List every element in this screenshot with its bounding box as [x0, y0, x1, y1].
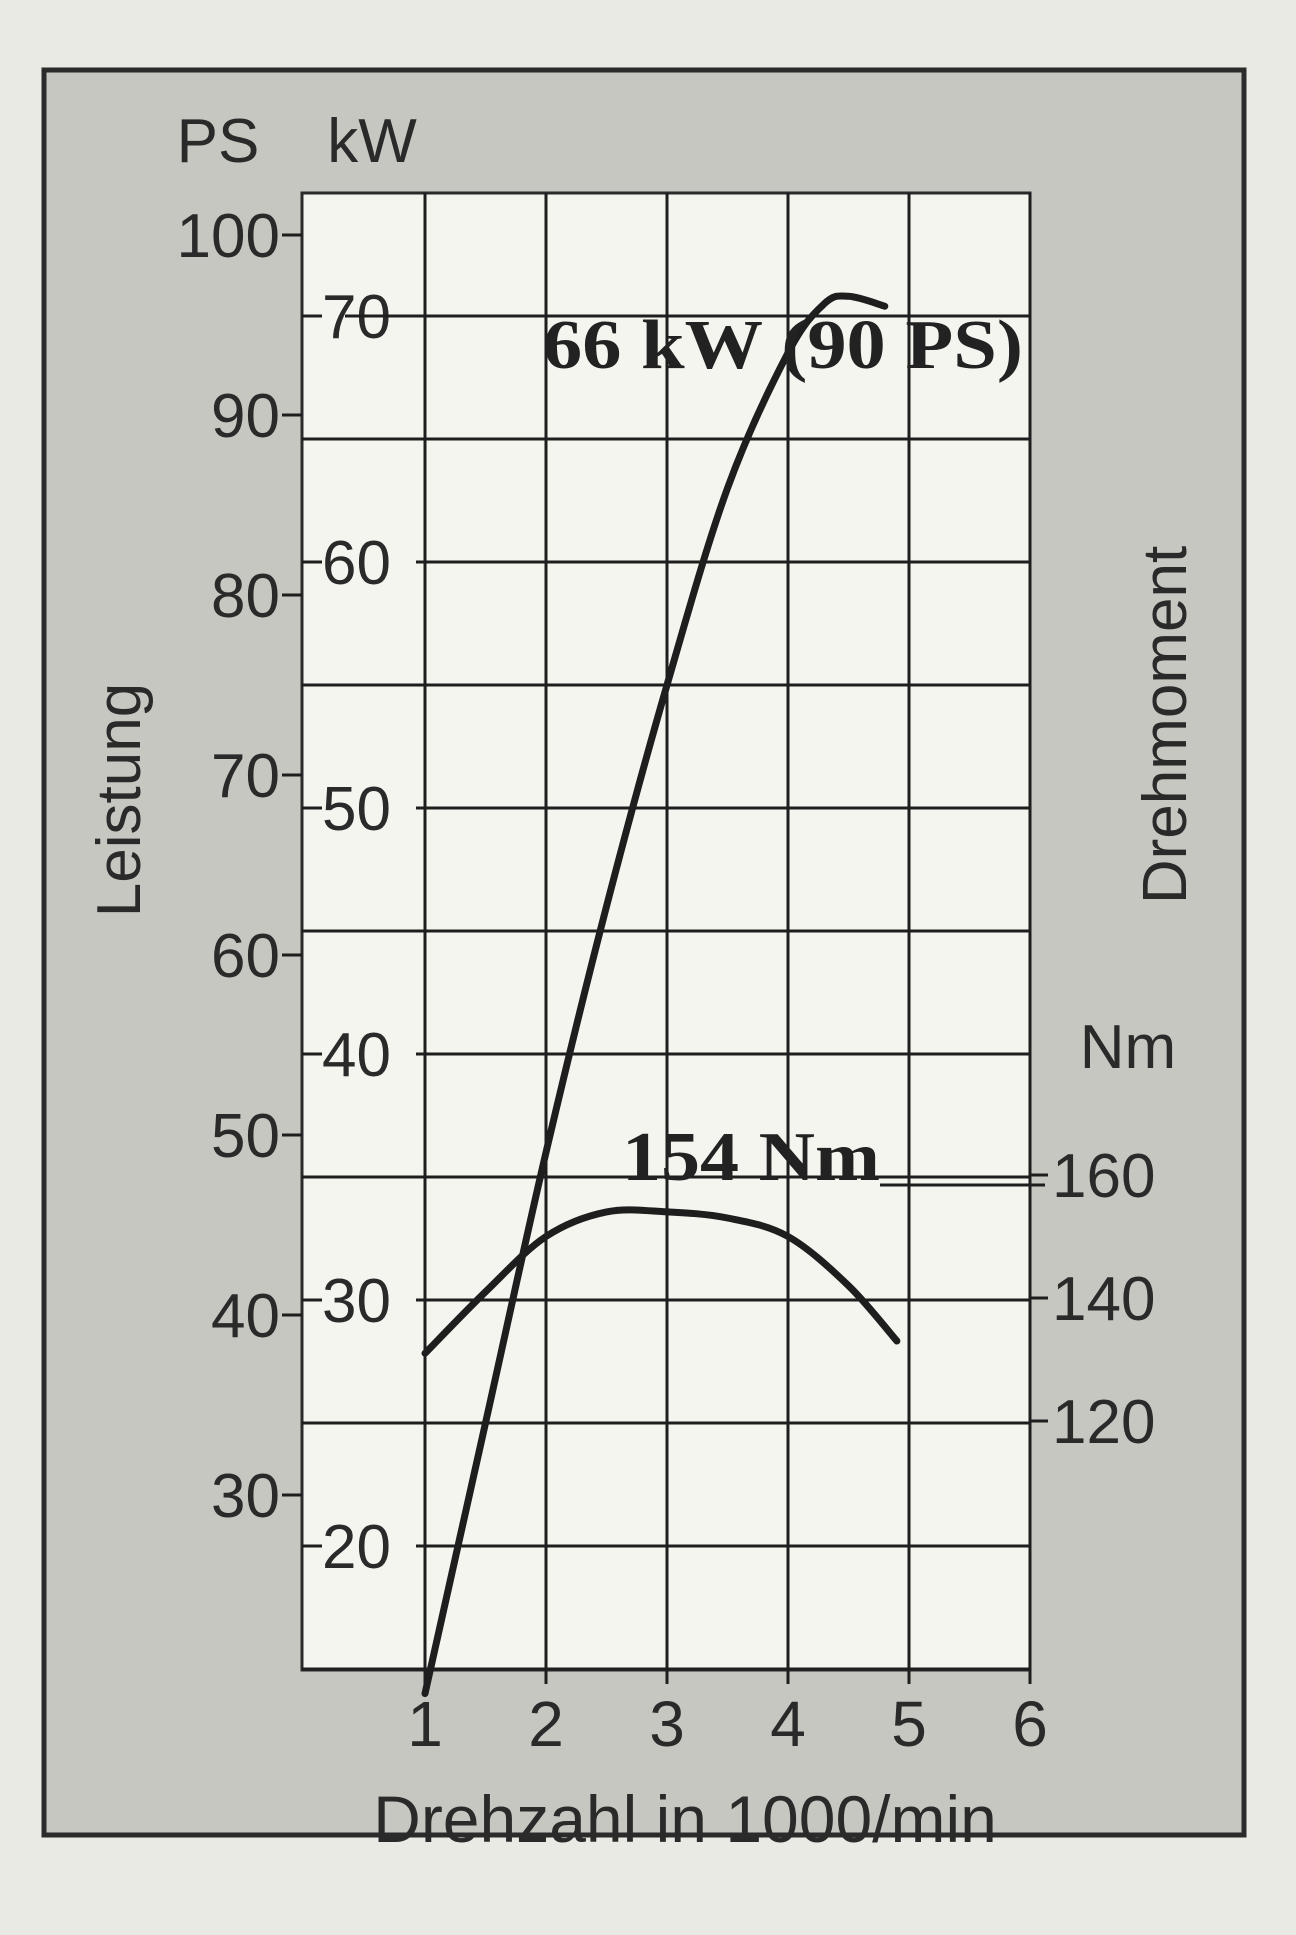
- kw-tick-bg: [318, 780, 416, 836]
- ps-tick-label: 40: [211, 1282, 280, 1351]
- ps-tick-label: 90: [211, 382, 280, 451]
- curves: [421, 292, 901, 1698]
- labels: PS kW Nm Leistung Drehmoment Drehzahl in 1000…: [85, 107, 1200, 1856]
- axis-ticks: 1 2 3 4 5 61009080706050403070605040302016014…: [177, 202, 1156, 1760]
- grid: [302, 193, 1032, 1671]
- kw-tick-bg: [318, 1026, 416, 1082]
- kw-tick-bg: [318, 1272, 416, 1328]
- power-curve: [421, 292, 889, 1698]
- x-tick-label: 2: [528, 1688, 564, 1760]
- right-axis-title: Drehmoment: [1131, 546, 1200, 904]
- kw-tick-bg: [318, 1518, 416, 1574]
- peak-torque-annotation: 154 Nm: [622, 1119, 880, 1196]
- ps-tick-label: 70: [211, 742, 280, 811]
- x-tick-label: 3: [649, 1688, 685, 1760]
- nm-tick-label: 120: [1052, 1388, 1155, 1457]
- x-tick-label: 1: [407, 1688, 443, 1760]
- nm-tick-label: 140: [1052, 1265, 1155, 1334]
- kw-tick-bg: [318, 534, 416, 590]
- kw-tick-label: 20: [322, 1513, 391, 1582]
- x-tick-label: 5: [891, 1688, 927, 1760]
- x-tick-label: 4: [770, 1688, 806, 1760]
- kw-tick-label: 60: [322, 529, 391, 598]
- nm-tick-label: 160: [1052, 1142, 1155, 1211]
- ps-tick-label: 60: [211, 922, 280, 991]
- ps-tick-label: 50: [211, 1102, 280, 1171]
- ps-tick-label: 80: [211, 562, 280, 631]
- x-axis-title: Drehzahl in 1000/min: [373, 1782, 997, 1856]
- kw-tick-label: 40: [322, 1021, 391, 1090]
- kw-unit-label: kW: [327, 107, 417, 176]
- peak-power-annotation: 66 kW (90 PS): [543, 307, 1023, 384]
- nm-unit-label: Nm: [1080, 1013, 1176, 1082]
- x-tick-label: 6: [1012, 1688, 1048, 1760]
- left-axis-title: Leistung: [85, 683, 154, 917]
- ps-unit-label: PS: [177, 107, 260, 176]
- torque-curve: [421, 1206, 901, 1357]
- kw-tick-label: 50: [322, 775, 391, 844]
- ps-tick-label: 100: [177, 202, 280, 271]
- ps-tick-label: 30: [211, 1462, 280, 1531]
- kw-tick-label: 30: [322, 1267, 391, 1336]
